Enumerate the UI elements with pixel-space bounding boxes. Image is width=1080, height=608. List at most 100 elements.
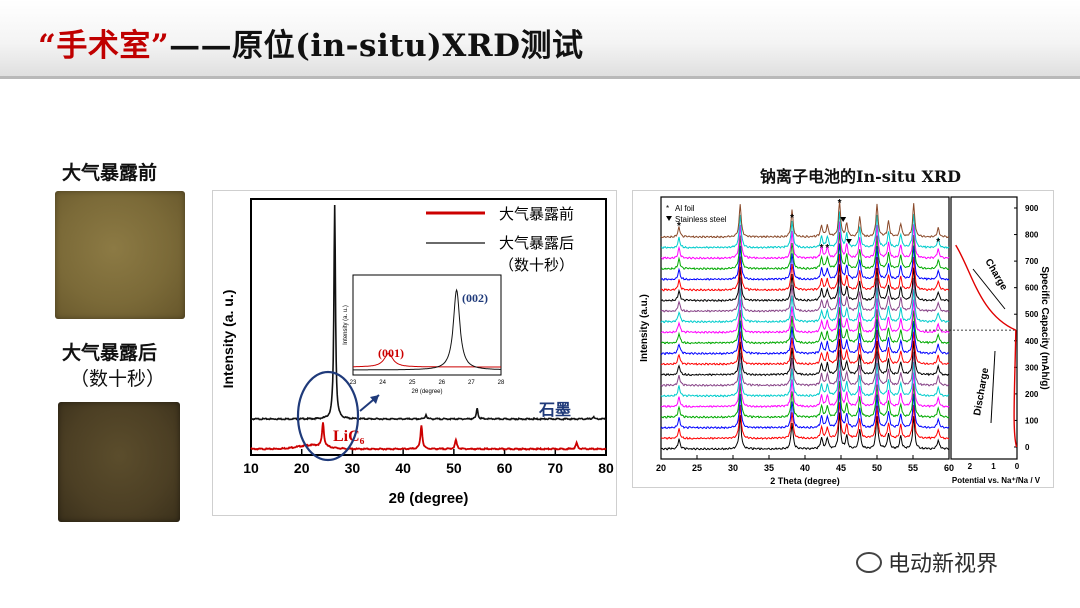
plot-frame [250,198,607,456]
inset-peak-001: (001) [378,346,404,360]
title-rest: ——原位(in-situ)XRD测试 [169,28,584,64]
discharge-label: Discharge [972,367,991,417]
wechat-icon [856,552,882,573]
inset-x-tick-label: 24 [379,380,386,386]
highlight-ellipse [296,370,360,462]
x-tick-label: 80 [598,460,614,476]
al-foil-marker: * [838,198,842,209]
y-tick-label: 300 [1025,363,1039,372]
scan-line-2 [660,402,950,440]
inset-x-tick-label: 26 [438,380,445,386]
inset-x-tick-label: 28 [498,380,505,386]
y-tick-label: 700 [1025,257,1039,266]
scan-line-1 [660,412,950,451]
scan-line-17 [660,243,950,281]
x-tick-label: 40 [395,460,411,476]
legend-star-icon: * [666,204,669,213]
y-tick-label: 100 [1025,416,1039,425]
y-tick-label: 600 [1025,284,1039,293]
scan-line-9 [660,328,950,366]
pointer-arrowhead [370,395,379,404]
scan-line-15 [660,264,950,303]
y-tick-label: 500 [1025,310,1039,319]
x-tick-label: 60 [497,460,513,476]
side-y-axis-label: Specific Capacity (mAh/g) [1039,266,1050,389]
y-tick-label: 900 [1025,204,1039,213]
scan-line-4 [661,380,950,419]
y-tick-label: 0 [1025,443,1030,452]
stainless-steel-marker [845,239,852,244]
series-before-line [250,422,607,451]
scan-line-21 [660,200,949,239]
watermark-text: 电动新视界 [888,552,999,577]
al-foil-marker: * [790,213,794,224]
inset-frame [352,274,502,376]
series-after-line [250,204,607,421]
scan-line-20 [660,211,950,250]
scan-line-11 [660,307,950,345]
y-axis-label: Intensity (a.u.) [639,294,650,362]
x-tick-label: 55 [908,463,918,473]
sample-after-photo [58,402,180,522]
discharge-curve [1013,330,1018,448]
legend-after-label: 大气暴露后 [499,234,574,252]
scan-line-13 [660,286,950,324]
side-x-tick-label: 1 [991,462,996,471]
plot-frame-side [950,196,1018,460]
inset-x-tick-label: 25 [409,380,416,386]
scan-line-18 [660,232,950,271]
title-divider [0,76,1080,79]
scan-line-19 [661,221,950,260]
x-axis-label: 2 Theta (degree) [770,476,840,486]
y-tick-label: 400 [1025,337,1039,346]
x-tick-label: 30 [345,460,361,476]
side-x-tick-label: 2 [968,462,973,471]
inset-x-tick-label: 27 [468,380,475,386]
legend-stainless-steel: Stainless steel [675,215,727,224]
inset-x-axis-label: 2θ (degree) [411,389,442,395]
x-tick-label: 45 [836,463,846,473]
sample-after-label-1: 大气暴露后 [62,342,158,364]
x-tick-label: 10 [243,460,259,476]
discharge-arrow [990,350,996,424]
xrd-graphite-chart: 10 20 30 40 50 60 70 80 2θ (degree) Intensity (a.… [212,190,617,516]
stainless-steel-marker [840,217,847,222]
side-x-axis-label: Potential vs. Na⁺/Na / V [952,476,1041,485]
scan-line-7 [660,349,950,387]
y-axis-label: Intensity (a. u.) [220,290,236,389]
inset-y-axis-label: Intensity (a. u.) [343,305,349,345]
annotation-graphite: 石墨 [538,400,571,419]
x-tick-label: 60 [944,463,954,473]
legend-after-label-2: （数十秒） [499,256,574,274]
scan-line-5 [660,370,950,409]
al-foil-marker: * [820,243,824,254]
x-tick-label: 25 [692,463,702,473]
title-bar: “手术室”——原位(in-situ)XRD测试 [0,0,1080,79]
sample-before-photo [55,191,185,319]
legend-before-label: 大气暴露前 [499,205,574,223]
side-x-tick-label: 0 [1015,462,1020,471]
x-tick-label: 35 [764,463,774,473]
sample-before-label: 大气暴露前 [62,162,158,184]
scan-line-8 [660,339,950,377]
sample-after-label-2: （数十秒） [70,368,166,390]
x-tick-label: 20 [294,460,310,476]
watermark: 电动新视界 [856,546,998,578]
charge-arrow [972,268,1006,310]
legend-triangle-icon [666,216,672,221]
xrd-graphite-svg: 10 20 30 40 50 60 70 80 2θ (degree) Intensity (a.… [220,198,614,507]
x-axis-label: 2θ (degree) [389,490,469,507]
x-tick-label: 70 [547,460,563,476]
xrd-sodium-svg: 20 25 30 35 40 45 50 55 602 Theta (degree)Intens… [639,196,1050,486]
charge-label: Charge [982,257,1009,293]
xrd-sodium-chart: 20 25 30 35 40 45 50 55 60 2 Theta (degree) Intens… [632,190,1054,488]
y-tick-label: 800 [1025,231,1039,240]
al-foil-marker: * [677,221,681,232]
scan-line-16 [660,253,950,292]
slide-title: “手术室”——原位(in-situ)XRD测试 [38,20,583,65]
x-tick-label: 40 [800,463,810,473]
scan-line-10 [660,318,949,356]
al-foil-marker: * [936,237,940,248]
x-tick-label: 20 [656,463,666,473]
inset-after-line [353,288,501,371]
